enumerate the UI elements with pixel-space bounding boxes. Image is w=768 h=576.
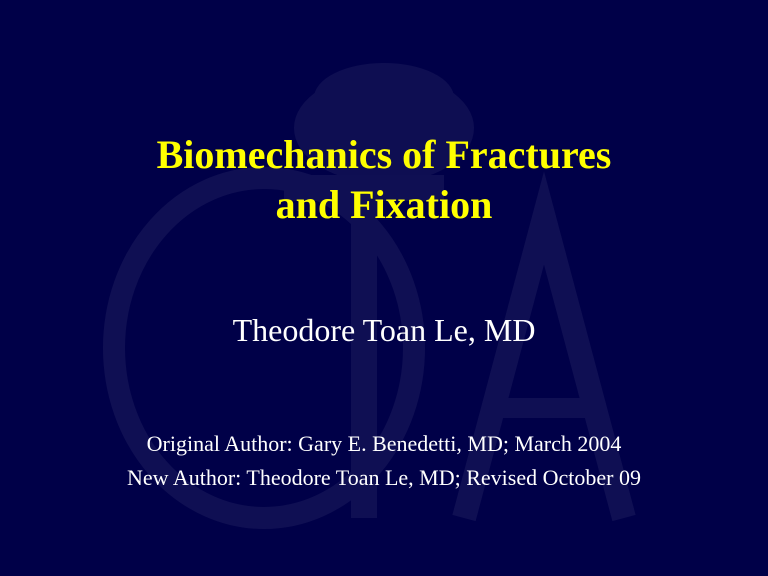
credit-original: Original Author: Gary E. Benedetti, MD; … xyxy=(127,427,641,461)
title-line-1: Biomechanics of Fractures xyxy=(157,130,612,180)
title-line-2: and Fixation xyxy=(157,180,612,230)
slide-author: Theodore Toan Le, MD xyxy=(233,312,536,349)
slide-credits: Original Author: Gary E. Benedetti, MD; … xyxy=(127,427,641,495)
slide-title: Biomechanics of Fractures and Fixation xyxy=(157,130,612,230)
slide-content: Biomechanics of Fractures and Fixation T… xyxy=(0,0,768,576)
credit-new: New Author: Theodore Toan Le, MD; Revise… xyxy=(127,461,641,495)
